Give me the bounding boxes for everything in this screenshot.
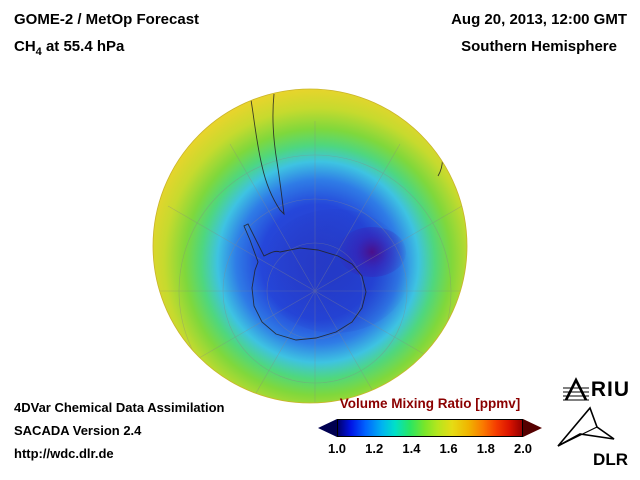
tick-label: 1.6 bbox=[439, 441, 458, 456]
species-level-label: CH4 at 55.4 hPa bbox=[14, 37, 199, 62]
footer-block: 4DVar Chemical Data Assimilation SACADA … bbox=[14, 396, 225, 465]
dlr-logo-text: DLR bbox=[593, 450, 628, 469]
tick-label: 1.4 bbox=[402, 441, 421, 456]
species-subscript: 4 bbox=[35, 46, 42, 58]
url-label: http://wdc.dlr.de bbox=[14, 446, 114, 461]
species-symbol: CH bbox=[14, 38, 36, 55]
ch4-minimum-patch bbox=[338, 227, 406, 277]
coastline-antarctica bbox=[243, 223, 367, 341]
dlr-arrow-icon bbox=[557, 406, 615, 447]
colorbar-title: Volume Mixing Ratio [ppmv] bbox=[339, 396, 521, 411]
globe-map bbox=[150, 86, 470, 406]
datetime-label: Aug 20, 2013, 12:00 GMT bbox=[451, 11, 627, 28]
version-label: SACADA Version 2.4 bbox=[14, 423, 142, 438]
riu-logo: RIU bbox=[562, 376, 630, 402]
datetime-block: Aug 20, 2013, 12:00 GMT Southern Hemisph… bbox=[451, 10, 627, 56]
colorbar bbox=[318, 419, 542, 437]
riu-logo-text: RIU bbox=[590, 378, 630, 401]
dlr-logo: DLR bbox=[556, 404, 628, 470]
colorbar-left-arrow-icon bbox=[318, 419, 337, 437]
pressure-level-label: at 55.4 hPa bbox=[41, 38, 125, 55]
globe-svg bbox=[152, 88, 468, 404]
tick-label: 1.8 bbox=[476, 441, 495, 456]
globe-outline bbox=[152, 88, 468, 404]
colorbar-tick-labels: 1.0 1.2 1.4 1.6 1.8 2.0 bbox=[328, 441, 532, 457]
tick-label: 1.0 bbox=[327, 441, 347, 456]
hemisphere-label: Southern Hemisphere bbox=[461, 38, 617, 55]
tick-label: 2.0 bbox=[513, 441, 533, 456]
title-block: GOME-2 / MetOp Forecast CH4 at 55.4 hPa bbox=[14, 10, 199, 62]
coastline-south-america bbox=[249, 93, 285, 216]
product-title: GOME-2 / MetOp Forecast bbox=[14, 11, 200, 28]
colorbar-gradient bbox=[337, 419, 523, 437]
tick-label: 1.2 bbox=[365, 441, 384, 456]
riu-mountain-icon bbox=[562, 377, 589, 401]
colorbar-right-arrow-icon bbox=[523, 419, 542, 437]
assimilation-label: 4DVar Chemical Data Assimilation bbox=[14, 400, 225, 415]
